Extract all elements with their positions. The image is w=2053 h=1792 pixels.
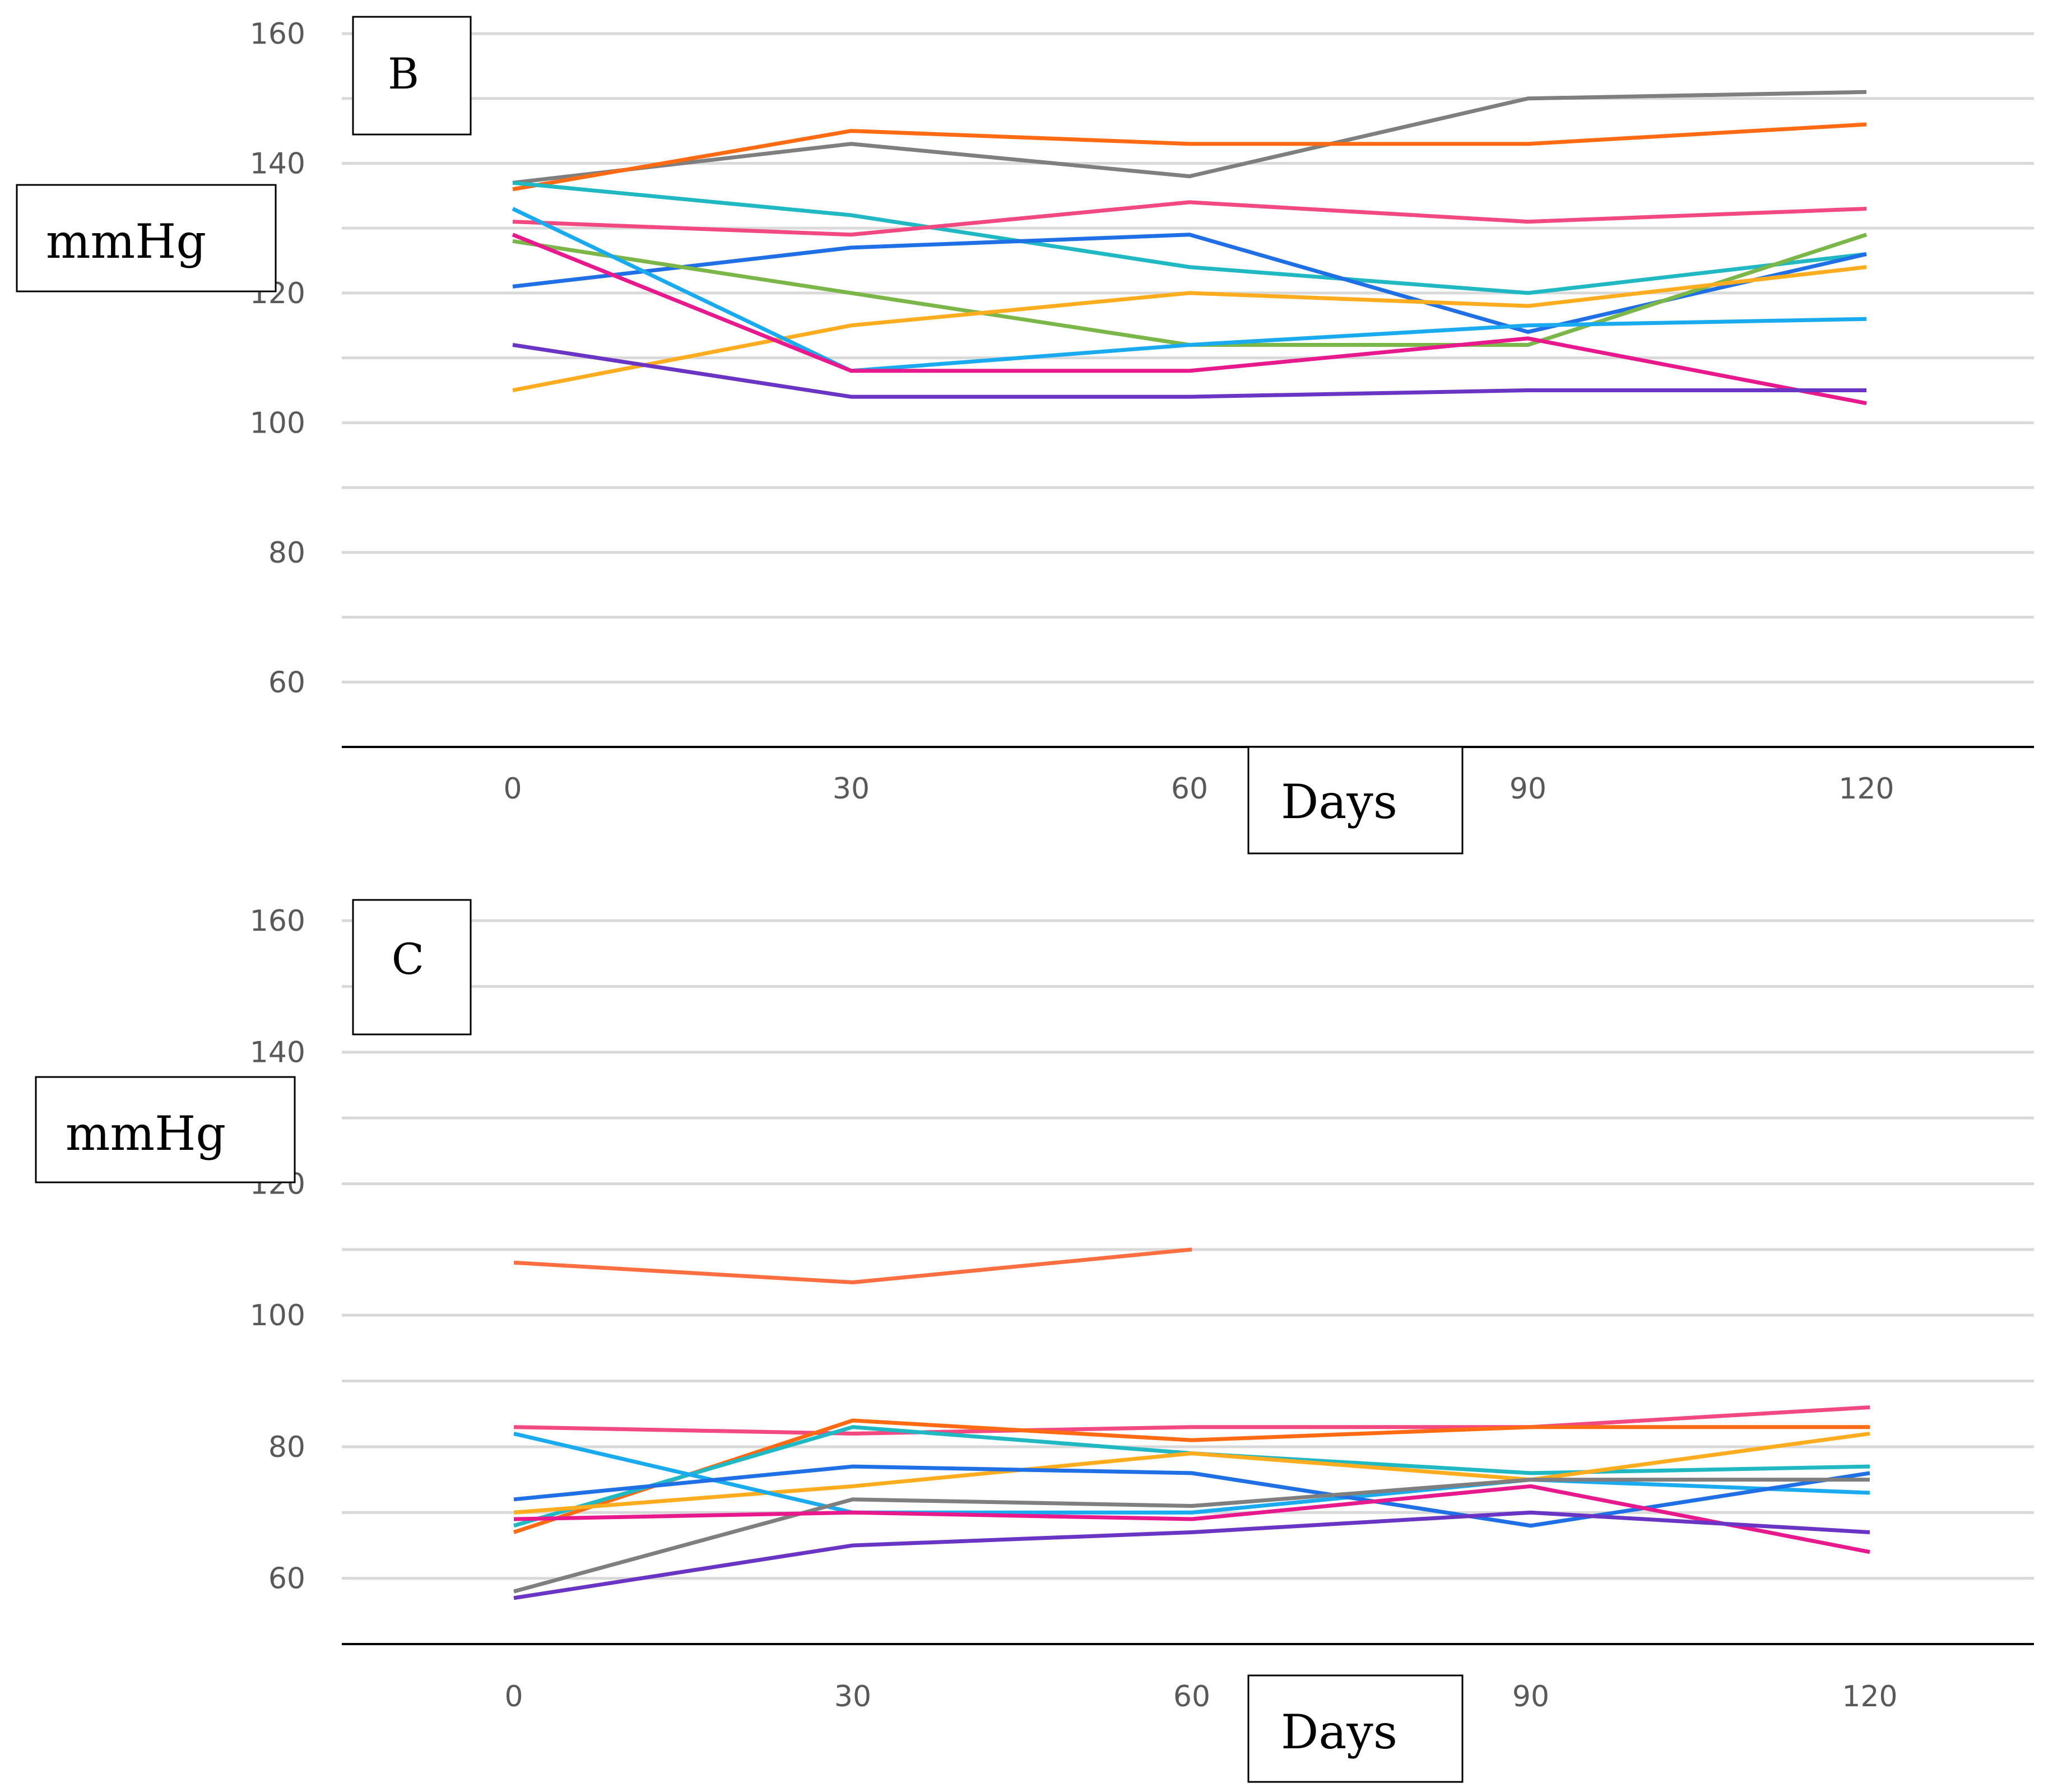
panel-c-ylabel-box: mmHg	[35, 1076, 296, 1183]
panel-c-series-line-s2	[513, 1405, 1870, 1436]
panel-b-series-line-s3	[512, 180, 1867, 295]
panel-c-series-line-s1	[513, 1247, 1192, 1284]
panel-c-series-line-s8	[513, 1478, 1870, 1594]
panel-b-series-line-s9	[512, 233, 1867, 406]
panel-b-y-tick-label: 100	[250, 406, 305, 440]
panel-b-series-line-s4	[512, 200, 1867, 237]
panel-c-y-tick-label: 80	[268, 1431, 305, 1464]
panel-c-x-tick-label: 90	[1512, 1680, 1549, 1714]
panel-c-x-tick-label: 60	[1173, 1680, 1210, 1714]
panel-c-y-tick-label: 100	[250, 1299, 305, 1333]
panel-c-x-tick-label: 30	[834, 1680, 871, 1714]
panel-b-series-line-s7	[512, 265, 1867, 392]
panel-b-x-axis-label: Days	[1281, 774, 1397, 829]
panel-b-series-line-s2	[512, 122, 1867, 192]
panel-b-series-line-s8	[512, 207, 1867, 373]
panel-b-xlabel-box: Days	[1247, 746, 1464, 855]
panel-c-y-tick-label: 60	[268, 1562, 305, 1596]
panel-c-x-tick-label: 0	[504, 1680, 523, 1714]
panel-b-x-tick-label: 60	[1171, 772, 1208, 806]
panel-b-label: B	[388, 49, 419, 99]
panel-c-y-tick-label: 140	[250, 1036, 305, 1070]
panel-c-x-tick-label: 120	[1842, 1680, 1897, 1714]
panel-b-x-tick-label: 90	[1509, 772, 1546, 806]
panel-b-series-line-s1	[512, 90, 1867, 185]
panel-c-label: C	[392, 934, 424, 984]
panel-c-series-line-s5	[513, 1431, 1870, 1515]
panel-c-y-tick-label: 160	[250, 904, 305, 938]
panel-b-series-line-s5	[512, 233, 1867, 334]
panel-c-label-box: C	[352, 899, 472, 1036]
panel-b-x-tick-label: 120	[1838, 772, 1894, 806]
panel-c-y-axis-label: mmHg	[66, 1106, 226, 1161]
panel-b-y-axis-label: mmHg	[46, 214, 206, 269]
panel-c-xlabel-box: Days	[1247, 1674, 1464, 1783]
panel-c-series-line-s10	[513, 1510, 1870, 1600]
panel-b-y-tick-label: 60	[268, 666, 305, 699]
panel-c-series-line-s9	[513, 1484, 1870, 1554]
panel-b-y-tick-label: 140	[250, 147, 305, 180]
panel-b-ylabel-box: mmHg	[16, 184, 277, 293]
panel-c-series-line-s3	[513, 1418, 1870, 1534]
panel-b-label-box: B	[352, 16, 472, 136]
panel-b-series-line-s10	[512, 343, 1866, 399]
panel-c-series-line-s6	[513, 1432, 1870, 1515]
panel-b-x-tick-label: 30	[833, 772, 870, 806]
panel-c-x-axis-label: Days	[1281, 1705, 1397, 1759]
panel-b-y-tick-label: 80	[268, 536, 305, 570]
panel-b-x-tick-label: 0	[503, 772, 522, 806]
panel-b-y-tick-label: 160	[250, 17, 305, 51]
